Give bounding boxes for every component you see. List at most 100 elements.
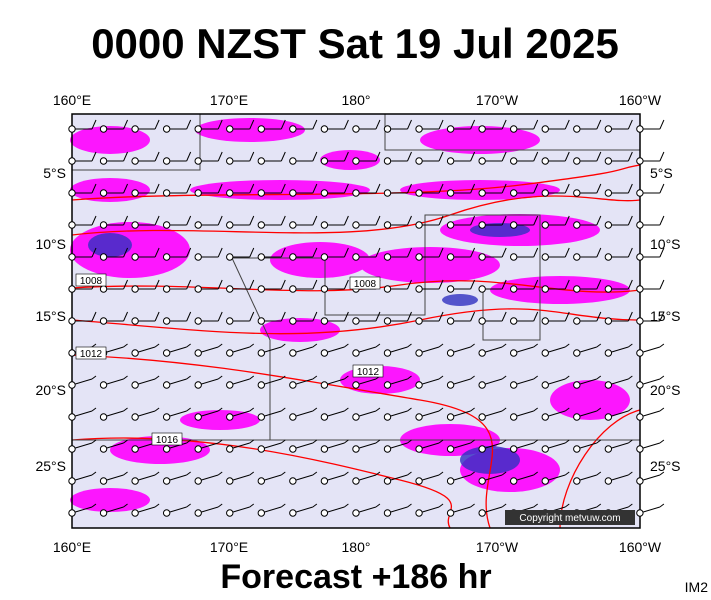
barb-station (415, 509, 423, 517)
barb-feather (343, 183, 349, 194)
barb-station (99, 381, 108, 389)
barb-feather (564, 407, 570, 412)
barb-station (68, 381, 76, 389)
barb-station (510, 477, 518, 485)
barb-station (573, 413, 581, 421)
barb-feather (91, 119, 97, 130)
barb-feather (659, 215, 665, 226)
barb-feather (596, 215, 602, 226)
barb-feather (407, 343, 412, 348)
barb-feather (659, 151, 665, 162)
barb-station (289, 157, 297, 165)
barb-feather (470, 247, 476, 258)
barb-station (636, 381, 644, 389)
barb-feather (343, 119, 349, 130)
barb-station (131, 349, 139, 357)
image-id: IM2 (685, 579, 709, 595)
isobar-label: 1008 (354, 279, 377, 290)
barb-station (541, 381, 549, 389)
barb-station (194, 317, 202, 325)
barb-station (604, 349, 613, 357)
copyright-box (505, 510, 635, 525)
barb-station (99, 445, 108, 453)
barb-feather (375, 247, 381, 258)
barb-station (257, 509, 265, 517)
barb-feather (438, 151, 444, 162)
barb-station (320, 477, 329, 485)
barb-feather (596, 183, 602, 194)
barb-station (99, 189, 108, 197)
barb-station (604, 253, 613, 261)
barb-feather (312, 439, 318, 444)
barb-station (636, 349, 644, 357)
barb-feather (659, 279, 665, 290)
barb-feather (470, 375, 475, 380)
barb-station (541, 125, 549, 133)
barb-feather (533, 279, 539, 290)
barb-feather (533, 151, 539, 162)
barb-feather (280, 311, 286, 322)
barb-station (257, 285, 265, 293)
barb-feather (564, 343, 570, 348)
barb-feather (249, 503, 255, 508)
barb-station (352, 317, 360, 325)
barb-feather (407, 183, 412, 194)
barb-station (320, 285, 329, 293)
barb-station (352, 349, 360, 357)
barb-station (573, 125, 581, 133)
barb-feather (217, 439, 223, 444)
barb-station (510, 413, 518, 421)
barb-feather (123, 471, 128, 476)
barb-feather (91, 343, 97, 348)
barb-station (383, 317, 392, 325)
barb-station (257, 221, 265, 229)
barb-feather (249, 407, 255, 412)
barb-station (383, 381, 392, 389)
barb-station (226, 221, 234, 229)
barb-feather (470, 183, 476, 194)
barb-feather (470, 151, 476, 162)
barb-feather (407, 407, 412, 412)
barb-station (352, 221, 360, 229)
barb-station (415, 349, 423, 357)
barb-station (99, 477, 108, 485)
barb-station (131, 509, 139, 517)
barb-station (636, 189, 644, 197)
isobar-label: 1008 (80, 276, 103, 287)
barb-station (226, 125, 234, 133)
barb-station (226, 285, 234, 293)
barb-station (68, 221, 76, 229)
barb-station (320, 317, 329, 325)
barb-station (446, 477, 455, 485)
barb-station (415, 477, 423, 485)
barb-feather (375, 503, 381, 508)
barb-feather (312, 279, 318, 290)
barb-feather (123, 151, 129, 162)
barb-station (352, 189, 360, 197)
barb-station (415, 381, 423, 389)
barb-feather (438, 407, 444, 412)
barb-feather (375, 343, 381, 348)
barb-feather (375, 439, 381, 444)
barb-station (446, 125, 455, 133)
barb-station (415, 445, 423, 453)
barb-station (320, 381, 329, 389)
barb-feather (407, 375, 412, 380)
barb-station (415, 221, 423, 229)
barb-feather (501, 183, 507, 194)
barb-station (446, 317, 455, 325)
copyright: Copyright metvuw.com (519, 513, 620, 524)
barb-feather (91, 471, 97, 476)
barb-station (131, 157, 139, 165)
barb-station (352, 477, 360, 485)
barb-feather (91, 215, 97, 226)
barb-station (415, 317, 423, 325)
barb-station (131, 445, 139, 453)
barb-feather (438, 343, 444, 348)
barb-station (257, 189, 265, 197)
barb-station (636, 413, 644, 421)
barb-feather (280, 471, 286, 476)
barb-feather (501, 247, 507, 258)
barb-feather (154, 311, 160, 322)
